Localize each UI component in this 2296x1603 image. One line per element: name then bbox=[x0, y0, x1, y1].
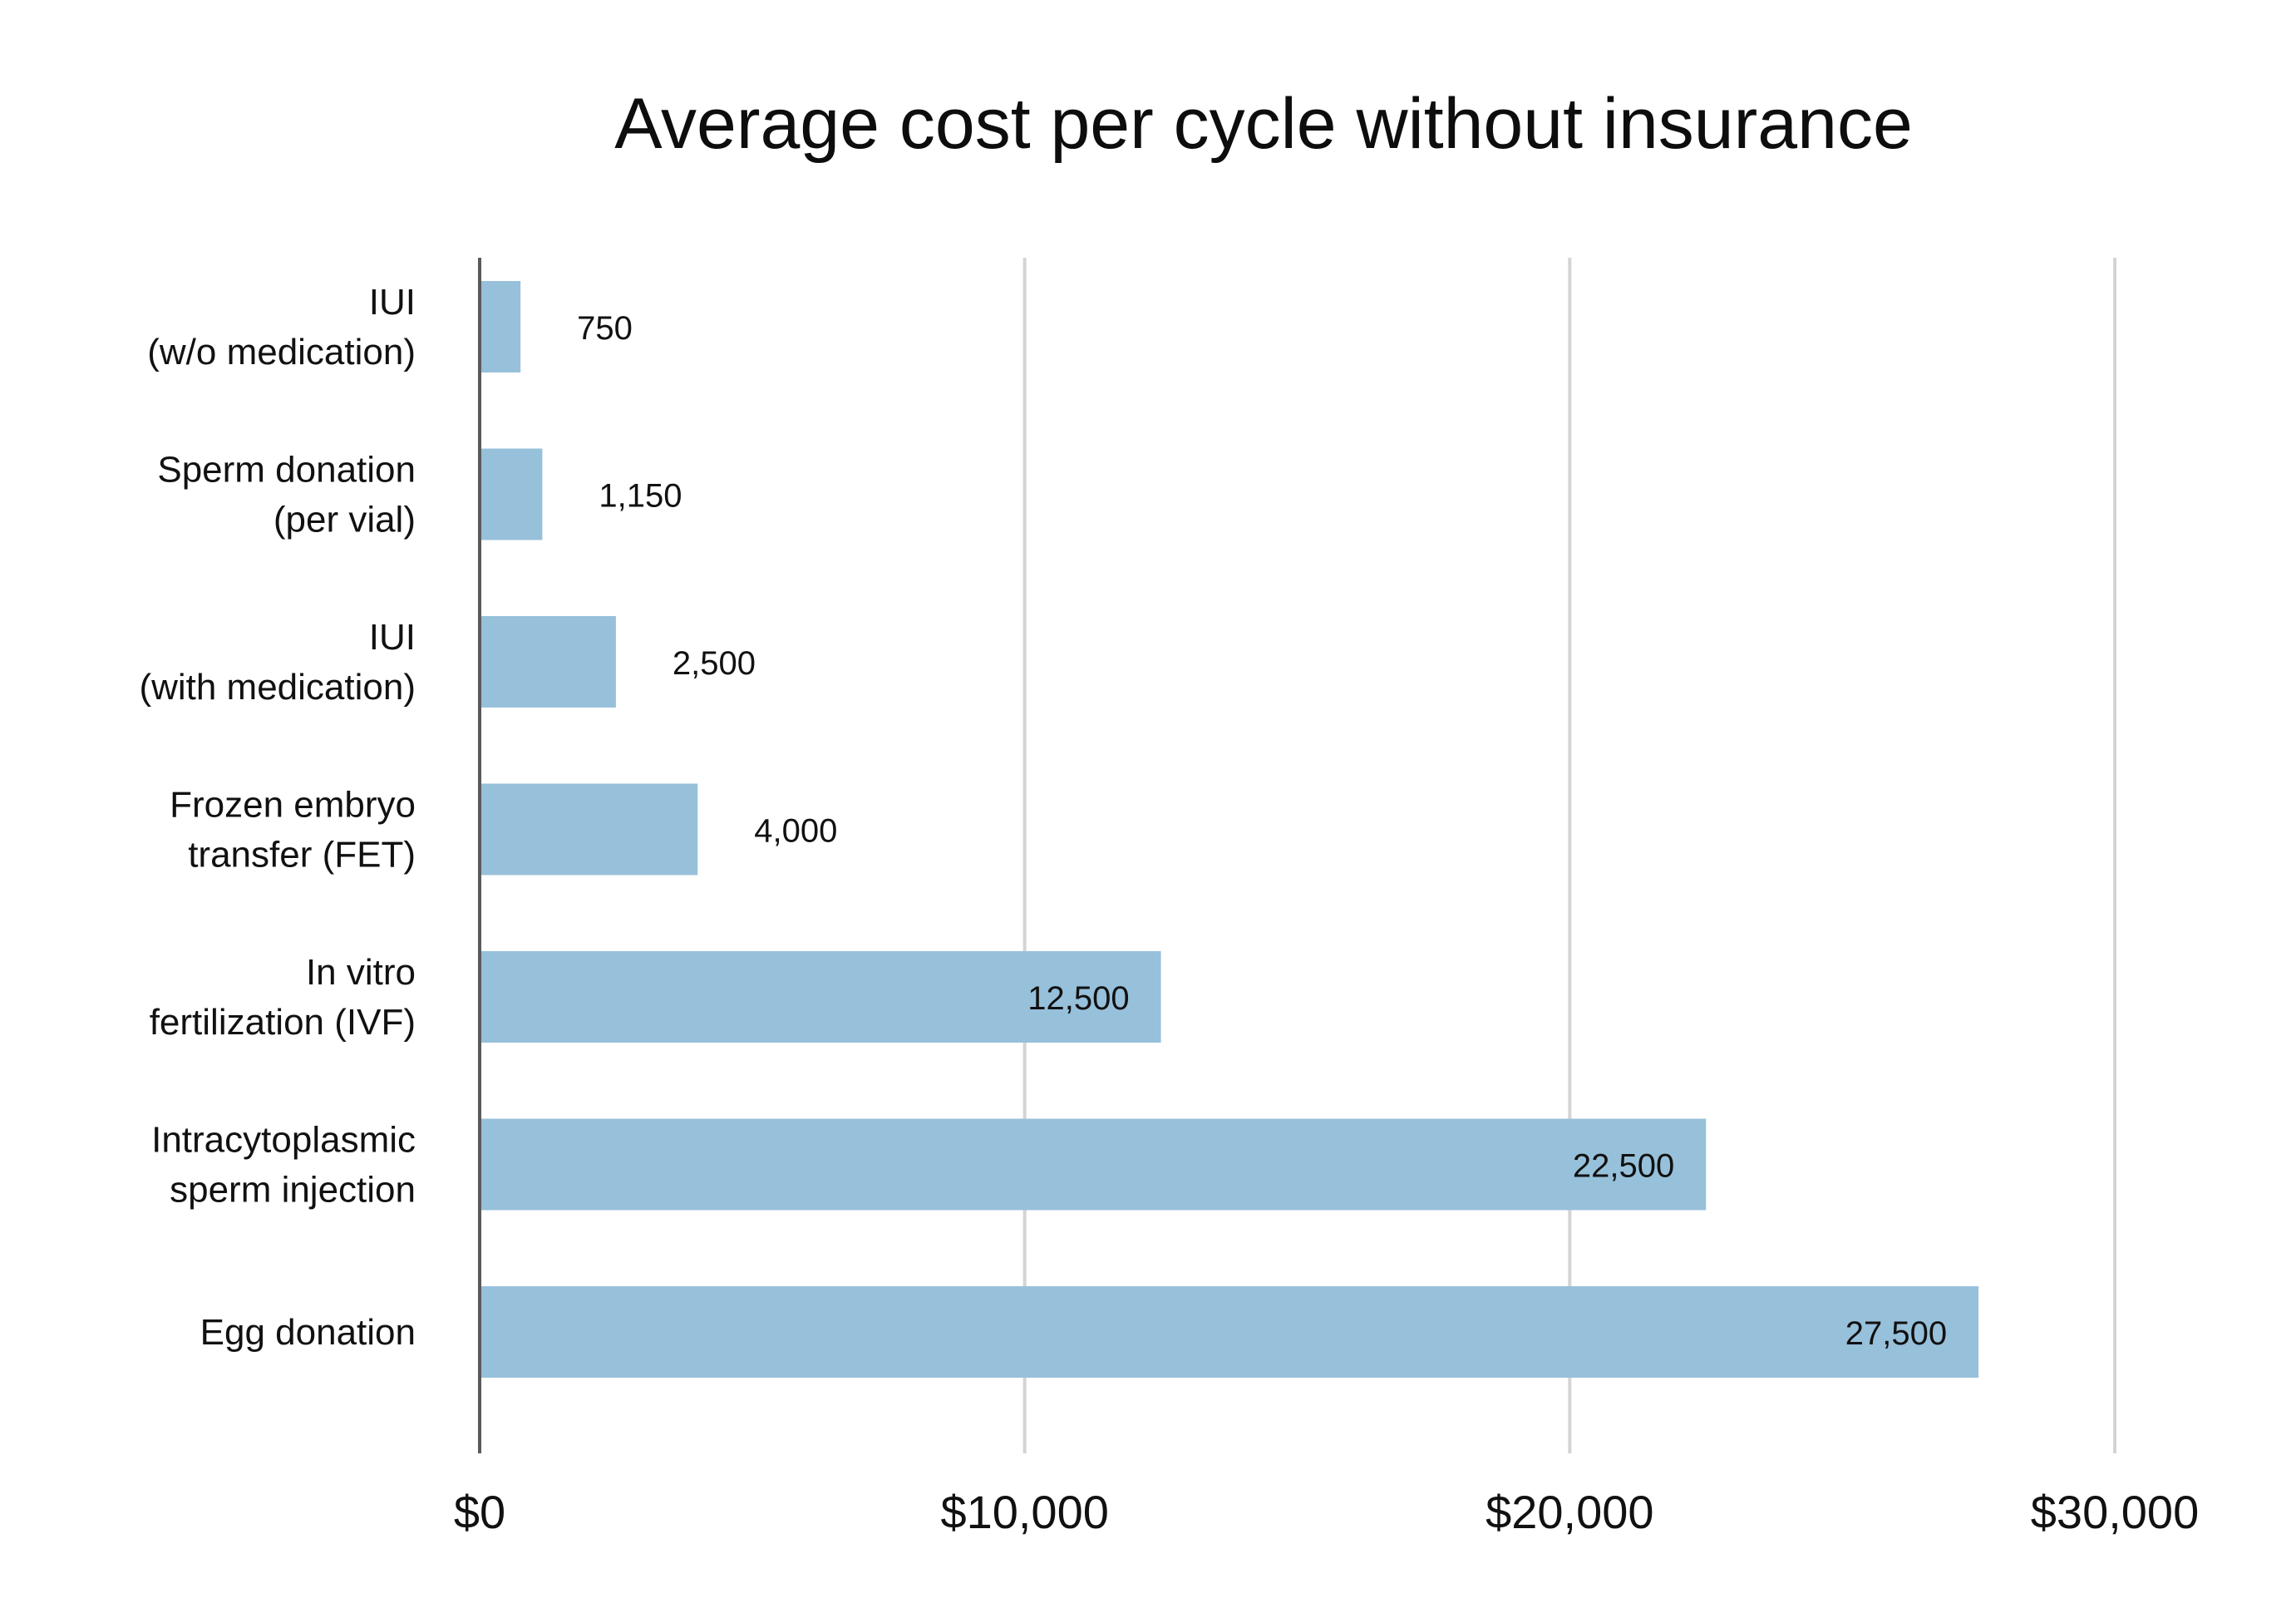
category-label: (with medication) bbox=[139, 667, 416, 708]
category-label: Sperm donation bbox=[157, 450, 416, 491]
bar bbox=[480, 281, 521, 372]
gridlines bbox=[1022, 258, 2116, 1453]
bar bbox=[480, 616, 616, 708]
category-label: transfer (FET) bbox=[188, 835, 416, 875]
value-label: 27,500 bbox=[1845, 1315, 1947, 1352]
category-label: sperm injection bbox=[170, 1170, 416, 1211]
value-label: 12,500 bbox=[1027, 980, 1129, 1017]
bar bbox=[480, 448, 543, 540]
category-label: Egg donation bbox=[200, 1312, 416, 1353]
category-labels: IUI (w/o medication) Sperm donation (per vi… bbox=[139, 282, 416, 1353]
x-tick-label: $0 bbox=[454, 1486, 505, 1538]
value-label: 4,000 bbox=[754, 813, 837, 850]
category-label: (per vial) bbox=[273, 500, 416, 540]
value-label: 1,150 bbox=[599, 478, 682, 515]
category-label: In vitro bbox=[306, 952, 416, 993]
bar bbox=[480, 783, 698, 875]
x-tick-label: $20,000 bbox=[1486, 1486, 1653, 1538]
bar bbox=[480, 1118, 1707, 1211]
category-label: Intracytoplasmic bbox=[151, 1120, 416, 1161]
value-label: 750 bbox=[577, 310, 633, 347]
category-label: fertilization (IVF) bbox=[150, 1002, 416, 1043]
value-label: 22,500 bbox=[1573, 1148, 1674, 1185]
category-label: (w/o medication) bbox=[147, 332, 416, 372]
x-tick-label: $30,000 bbox=[2031, 1486, 2199, 1538]
bar bbox=[480, 951, 1161, 1043]
bar bbox=[480, 1286, 1979, 1378]
bars bbox=[480, 281, 1979, 1378]
chart-title: Average cost per cycle without insurance bbox=[614, 84, 1913, 164]
category-label: IUI bbox=[369, 617, 416, 658]
value-labels: 750 1,150 2,500 4,000 12,500 22,500 27,500 bbox=[577, 310, 1947, 1352]
value-label: 2,500 bbox=[673, 645, 756, 682]
x-tick-labels: $0 $10,000 $20,000 $30,000 bbox=[454, 1486, 2199, 1538]
category-label: Frozen embryo bbox=[170, 785, 416, 826]
category-label: IUI bbox=[369, 282, 416, 323]
x-tick-label: $10,000 bbox=[940, 1486, 1108, 1538]
